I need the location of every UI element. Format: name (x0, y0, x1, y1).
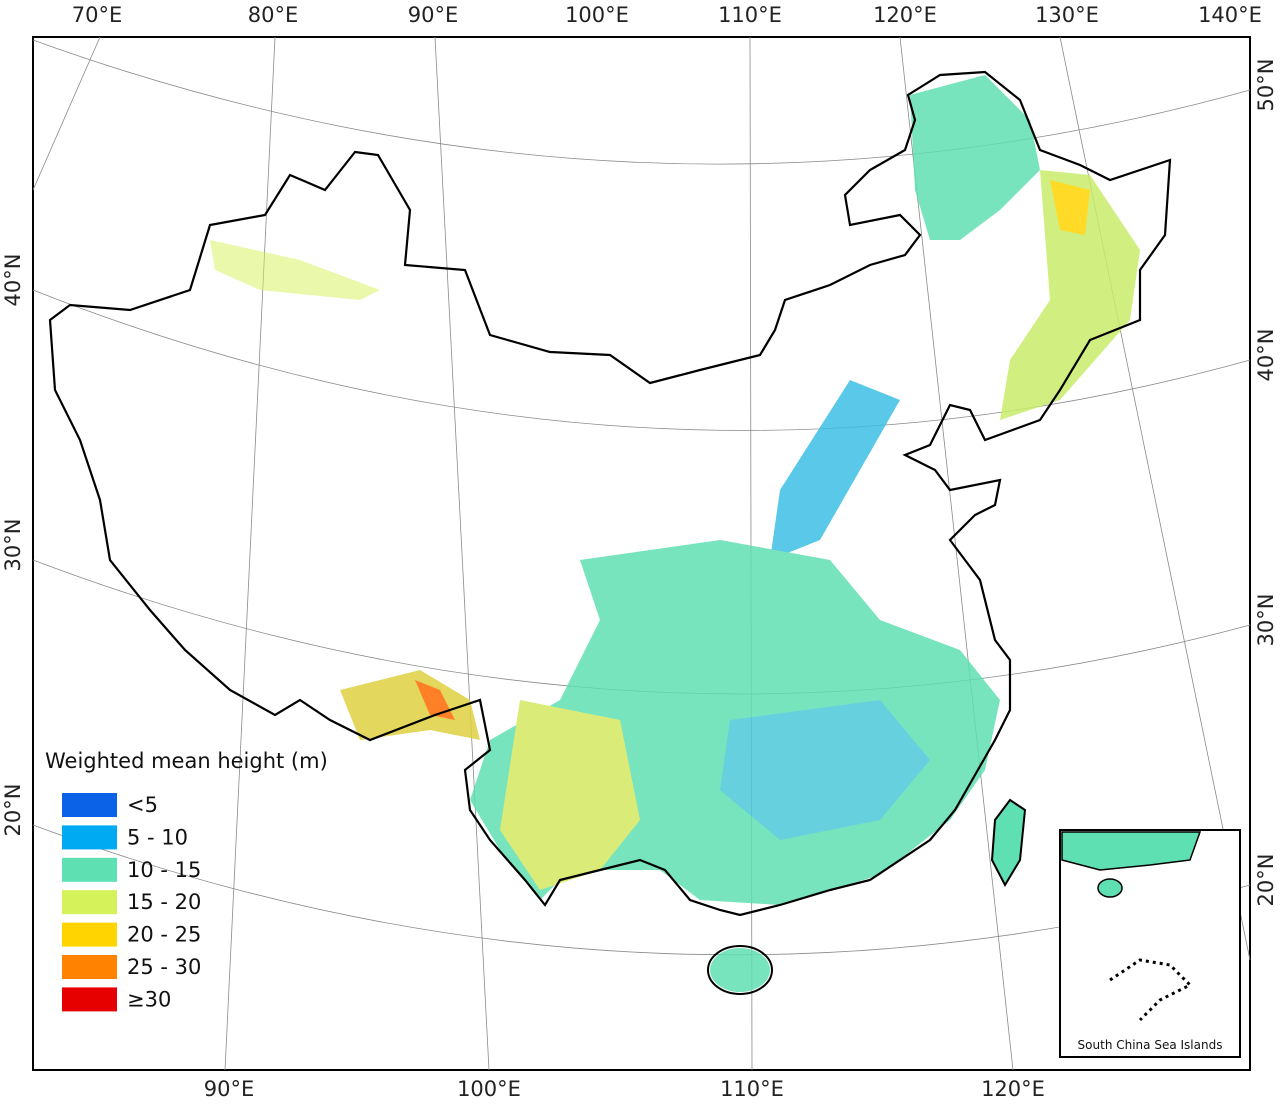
legend: Weighted mean height (m) <5 5 - 10 10 - 15… (45, 749, 328, 1012)
right-label: 20°N (1254, 854, 1278, 907)
vegetation (210, 75, 1140, 992)
legend-swatch (62, 922, 117, 947)
right-label: 40°N (1254, 329, 1278, 382)
parallel-40 (32, 289, 1251, 431)
legend-title: Weighted mean height (m) (45, 749, 328, 773)
legend-swatch (62, 890, 117, 915)
left-label: 20°N (1, 784, 25, 837)
veg-northeast-east (1000, 170, 1140, 420)
veg-northeast (910, 75, 1040, 240)
top-label: 70°E (72, 3, 123, 27)
legend-swatch (62, 955, 117, 979)
inset-mainland (1061, 831, 1202, 871)
legend-label: 25 - 30 (127, 955, 201, 979)
top-label: 100°E (565, 3, 629, 27)
right-label: 50°N (1254, 59, 1278, 112)
hainan-outline (707, 945, 773, 995)
veg-central-south (720, 700, 930, 840)
legend-label: ≥30 (127, 987, 171, 1011)
left-label: 30°N (1, 519, 25, 572)
veg-ne-tall (1050, 180, 1090, 235)
bottom-label: 90°E (204, 1077, 255, 1101)
legend-label: 10 - 15 (127, 858, 201, 882)
inset-hainan (1097, 878, 1123, 898)
top-label: 130°E (1035, 3, 1099, 27)
legend-label: <5 (127, 793, 158, 817)
inset-label: South China Sea Islands (1078, 1038, 1223, 1052)
legend-label: 5 - 10 (127, 825, 188, 849)
bottom-label: 110°E (720, 1077, 784, 1101)
country-outline (48, 70, 1172, 917)
legend-label: 15 - 20 (127, 890, 201, 914)
legend-swatch (62, 793, 117, 817)
legend-swatch (62, 987, 117, 1012)
veg-yunnan (500, 700, 640, 890)
top-label: 80°E (248, 3, 299, 27)
taiwan-outline (990, 798, 1027, 888)
veg-tianshan (210, 240, 380, 300)
bottom-label: 120°E (981, 1077, 1045, 1101)
legend-swatch (62, 857, 117, 882)
inset-islands (1109, 958, 1193, 1022)
veg-hainan (710, 948, 770, 992)
veg-loess (770, 380, 900, 560)
legend-swatch (62, 825, 117, 850)
top-label: 90°E (408, 3, 459, 27)
coordinate-labels: 70°E 80°E 90°E 100°E 110°E 120°E 130°E 140°E 90°… (1, 3, 1278, 1101)
top-label: 110°E (718, 3, 782, 27)
right-label: 30°N (1254, 594, 1278, 647)
veg-himalaya-tall (415, 680, 455, 720)
bottom-label: 100°E (457, 1077, 521, 1101)
veg-himalaya (340, 670, 480, 740)
top-label: 140°E (1198, 3, 1262, 27)
left-label: 40°N (1, 254, 25, 307)
top-label: 120°E (873, 3, 937, 27)
legend-label: 20 - 25 (127, 923, 201, 947)
inset: South China Sea Islands (1059, 829, 1241, 1058)
parallel-50 (32, 39, 1251, 165)
